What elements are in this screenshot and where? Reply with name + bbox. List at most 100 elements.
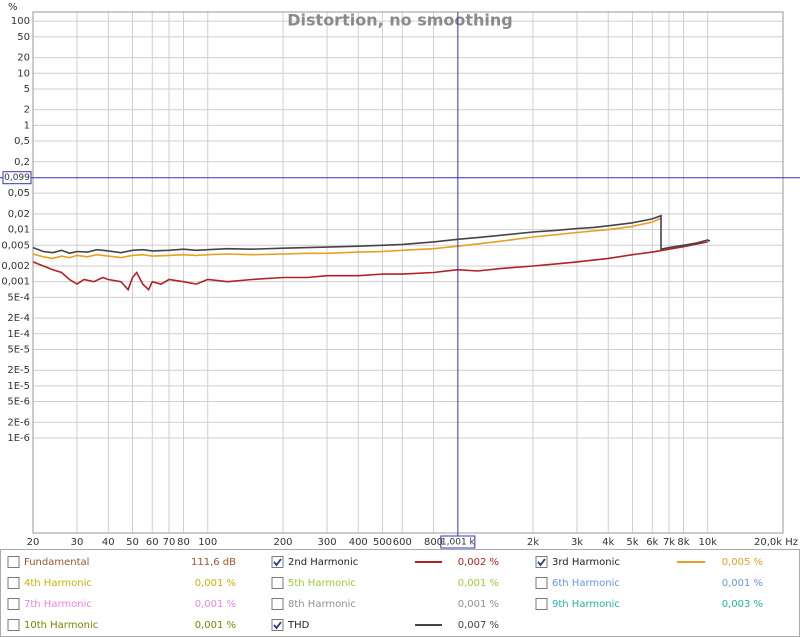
legend-name: 7th Harmonic [24,599,92,610]
x-tick-label: 6k [646,537,658,548]
cursor: 0,099 1,001 k [0,12,800,549]
y-tick-label: 0,05 [8,188,30,199]
checkbox[interactable] [271,619,284,631]
legend-name: THD [287,620,310,631]
x-tick-label: 5k [626,537,638,548]
checkmark [273,621,282,630]
legend-name: 2nd Harmonic [288,557,358,568]
legend-item: 3rd Harmonic 0,005 % [535,556,763,568]
legend-reading: 0,001 % [458,599,499,610]
legend-name: 5th Harmonic [288,578,356,589]
legend-item: 4th Harmonic 0,001 % [7,577,236,589]
y-tick-label: 5E-6 [7,397,30,408]
x-tick-label: 60 [146,537,159,548]
x-tick-label: 20,0k Hz [754,537,798,548]
y-tick-label: 2E-4 [7,313,30,324]
y-tick-label: 2E-6 [7,417,30,428]
x-tick-label: 200 [273,537,292,548]
cursor-x-box [440,535,476,549]
legend-name: 3rd Harmonic [552,557,620,568]
legend-item: 5th Harmonic 0,001 % [271,577,499,589]
legend-reading: 0,001 % [722,578,763,589]
x-tick-label: 20 [27,537,40,548]
legend-panel [0,549,800,637]
legend-reading: 0,005 % [722,557,763,568]
y-tick-label: 0,5 [14,136,30,147]
cursor-x-label: 1,001 k [441,538,476,548]
x-tick-label: 80 [177,537,190,548]
y-tick-label: 1 [24,120,30,131]
plot-frame [32,11,784,534]
checkbox[interactable] [271,577,284,589]
series-line [32,241,708,292]
x-tick-label: 7k [663,537,675,548]
cursor-y-label: 0,099 [4,173,30,183]
y-tick-label: 1E-6 [7,433,30,444]
checkbox[interactable] [7,556,20,568]
legend-reading: 0,007 % [458,620,499,631]
y-tick-label: 0,02 [8,209,30,220]
checkbox[interactable] [7,598,20,610]
x-tick-label: 400 [349,537,368,548]
x-tick-label: 2k [527,537,539,548]
legend-reading: 0,003 % [722,599,763,610]
checkmark [537,558,546,567]
cursor-y-box [2,171,32,185]
x-tick-label: 8k [677,537,689,548]
legend-item: 9th Harmonic 0,003 % [535,598,763,610]
y-tick-label: 100 [11,16,30,27]
legend-reading: 0,001 % [195,599,236,610]
legend-reading: 0,001 % [195,620,236,631]
legend-name: 10th Harmonic [24,620,98,631]
y-tick-label: 0,001 [1,277,30,288]
x-tick-label: 70 [163,537,176,548]
legend-name: 8th Harmonic [288,599,356,610]
grid [32,12,784,533]
legend-name: 9th Harmonic [552,599,620,610]
x-tick-label: 500 [373,537,392,548]
series-line [32,214,711,255]
legend-reading: 0,002 % [458,557,499,568]
checkbox[interactable] [535,598,548,610]
x-tick-label: 100 [198,537,217,548]
x-tick-label: 40 [102,537,115,548]
legend-item: 2nd Harmonic 0,002 % [271,556,499,568]
y-tick-label: 2 [24,105,30,116]
y-tick-label: 20 [17,53,30,64]
legend-item: 6th Harmonic 0,001 % [535,577,763,589]
legend-name: Fundamental [24,557,89,568]
y-tick-label: 0,01 [8,225,30,236]
checkbox[interactable] [7,577,20,589]
y-tick-label: 5 [24,84,30,95]
x-tick-label: 50 [126,537,139,548]
y-tick-label: 10 [17,68,30,79]
checkbox[interactable] [7,619,20,631]
x-tick-label: 800 [424,537,443,548]
y-tick-label: 1E-4 [7,329,30,340]
legend: Fundamental 111,6 dB 2nd Harmonic 0,002 % 3r… [7,556,763,631]
plot-lines [32,214,711,292]
checkmark [273,558,282,567]
checkbox[interactable] [535,556,548,568]
legend-item: 7th Harmonic 0,001 % [7,598,236,610]
x-tick-label: 300 [317,537,336,548]
legend-reading: 111,6 dB [191,557,236,568]
y-tick-label: 2E-5 [7,365,30,376]
x-tick-label: 600 [393,537,412,548]
y-tick-label: 5E-4 [7,292,30,303]
legend-item: 8th Harmonic 0,001 % [271,598,499,610]
y-tick-label: 5E-5 [7,344,30,355]
x-tick-label: 3k [571,537,583,548]
y-tick-label: 50 [17,32,30,43]
checkbox[interactable] [535,577,548,589]
checkbox[interactable] [271,556,284,568]
y-unit: % [8,2,18,13]
chart-title: Distortion, no smoothing [287,11,512,30]
series-line [32,217,662,260]
checkbox[interactable] [271,598,284,610]
x-tick-label: 4k [602,537,614,548]
legend-name: 6th Harmonic [552,578,620,589]
y-tick-label: 0,005 [1,240,30,251]
